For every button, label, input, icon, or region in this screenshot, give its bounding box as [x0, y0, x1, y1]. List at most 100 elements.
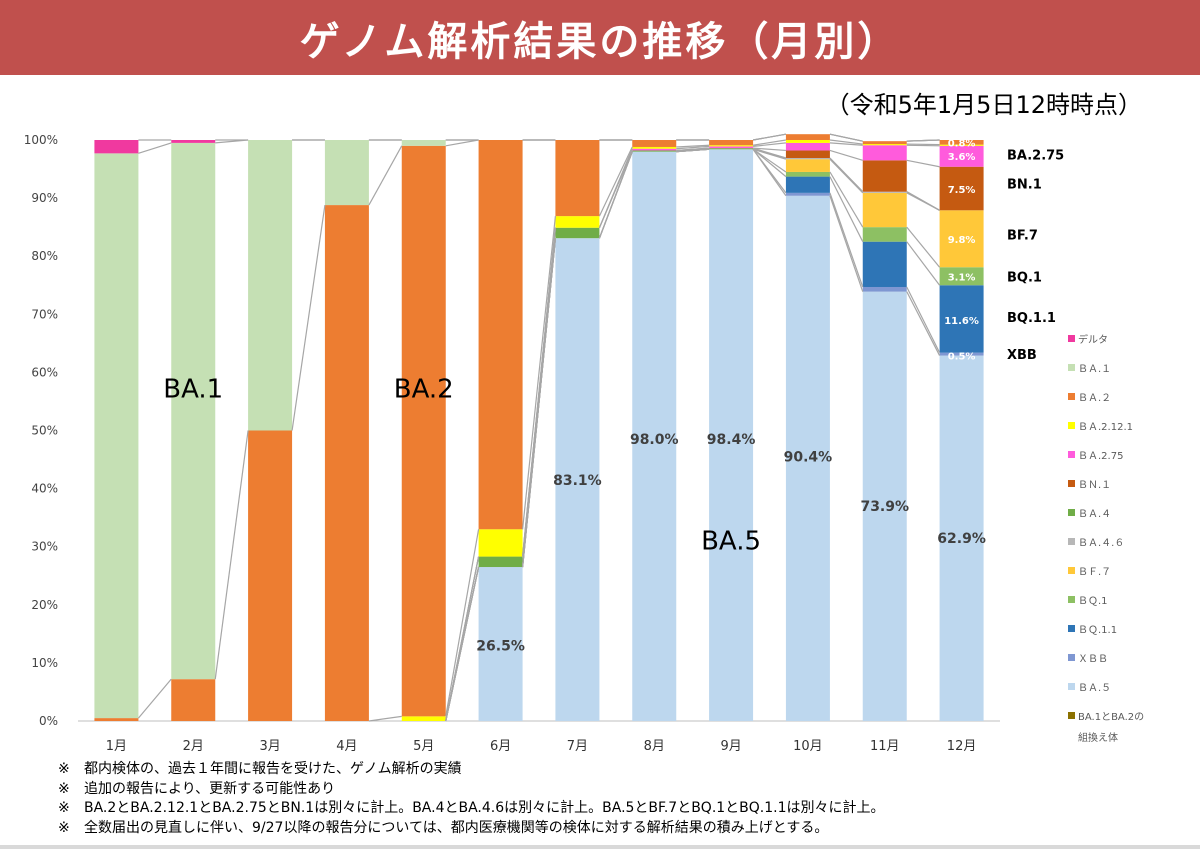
series-connector-line [445, 556, 480, 722]
y-tick-label: 0% [39, 714, 58, 728]
legend-swatch [1068, 683, 1075, 690]
legend-label: ＢＡ.2.12.1 [1078, 422, 1133, 433]
series-connector-line [445, 139, 479, 147]
series-connector-line [676, 147, 710, 152]
bar-segment [555, 140, 600, 217]
series-connector-line [676, 148, 710, 153]
bar-segment [709, 148, 754, 150]
bar-segment [939, 144, 984, 146]
series-connector-line [291, 204, 326, 431]
x-tick-label: 5月 [413, 739, 434, 754]
series-connector-line [906, 159, 940, 168]
x-tick-label: 8月 [644, 739, 665, 754]
legend-swatch [1068, 393, 1075, 400]
series-connector-line [368, 145, 403, 206]
series-connector-line [829, 192, 864, 288]
bar-segment [94, 718, 139, 721]
series-connector-line [829, 133, 863, 142]
bar-segment [785, 195, 830, 721]
variant-label: BA.2.75 [1007, 149, 1064, 164]
series-connector-line [676, 145, 710, 150]
footnote-2: ※ 追加の報告により、更新する可能性あり [58, 780, 336, 797]
variant-label: BQ.1.1 [1007, 311, 1056, 326]
bar-segment [709, 149, 754, 721]
bar-segment [939, 352, 984, 356]
legend-label: ＢＡ.４.６ [1078, 538, 1124, 549]
bar-segment [94, 140, 139, 154]
data-label: 7.5% [948, 185, 976, 196]
variant-label: BF.7 [1007, 229, 1038, 244]
bar-segment [862, 144, 907, 146]
series-connector-line [753, 147, 786, 152]
x-tick-label: 10月 [793, 739, 823, 754]
legend-swatch [1068, 422, 1075, 429]
series-connector-line [906, 139, 940, 142]
y-tick-label: 20% [31, 598, 58, 612]
legend-swatch [1068, 538, 1075, 545]
footnote-3: ※ BA.2とBA.2.12.1とBA.2.75とBN.1は別々に計上。BA.4と… [58, 800, 885, 816]
series-connector-line [138, 142, 172, 154]
legend-swatch [1068, 596, 1075, 603]
series-connector-line [598, 146, 633, 217]
footnotes: ※ 都内検体の、過去１年間に報告を受けた、ゲノム解析の実績 ※ 追加の報告により、更… [58, 760, 885, 838]
bar-segment [939, 267, 984, 286]
legend-label: ＢＡ.１ [1078, 364, 1111, 375]
bar-segment [632, 148, 677, 151]
series-connector-line [829, 176, 864, 242]
x-tick-label: 9月 [720, 739, 741, 754]
series-connector-line [752, 133, 787, 141]
series-connector-line [521, 238, 557, 568]
series-connector-line [829, 142, 863, 146]
legend-label: ＢＱ.1.1 [1078, 625, 1117, 636]
series-connector-line [829, 158, 864, 194]
series-connector-line [906, 226, 941, 268]
bar-segment [709, 140, 754, 146]
legend-swatch [1068, 567, 1075, 574]
page-title: ゲノム解析結果の推移（月別） [299, 18, 901, 65]
y-tick-label: 30% [31, 540, 58, 554]
data-label: 11.6% [944, 316, 979, 327]
bar-segment [401, 145, 446, 717]
legend-swatch [1068, 335, 1075, 342]
legend-label: ＢＱ.1 [1078, 596, 1108, 607]
data-label: 3.1% [948, 272, 976, 283]
series-connector-line [752, 148, 787, 178]
bar-segment [632, 151, 677, 721]
bar-segment [478, 140, 523, 530]
y-tick-label: 80% [31, 249, 58, 263]
footnote-1: ※ 都内検体の、過去１年間に報告を受けた、ゲノム解析の実績 [58, 761, 462, 777]
legend-swatch [1068, 625, 1075, 632]
data-label: 90.4% [784, 450, 833, 466]
bar-segment [785, 159, 830, 172]
series-connector-line [368, 715, 402, 722]
legend-label: BA.1とBA.2の [1078, 711, 1144, 723]
x-tick-label: 11月 [870, 739, 900, 754]
as-of-date: （令和5年1月5日12時時点） [825, 91, 1142, 119]
bar-segment [939, 166, 984, 211]
bar-segment [478, 529, 523, 557]
bar-segment [632, 146, 677, 149]
legend-swatch [1068, 509, 1075, 516]
legend-label: ＢＮ.１ [1078, 480, 1111, 491]
data-label: 62.9% [937, 531, 986, 547]
legend-label: ＢＡ.2.75 [1078, 451, 1123, 462]
series-connector-line [598, 151, 633, 239]
bar-segment [785, 158, 830, 160]
bar-segment [862, 192, 907, 228]
x-tick-label: 3月 [259, 739, 280, 754]
bar-segment [785, 140, 830, 143]
bar-segment [401, 716, 446, 721]
y-tick-label: 70% [31, 307, 58, 321]
bar-segment [785, 171, 830, 177]
series-connector-line [906, 143, 940, 146]
variant-stacked-bar-chart: 0% 10% 20% 30% 40% 50% 60% 70% 80% 90% 100% 1月 2月 3月 4… [24, 133, 1144, 754]
legend-swatch [1068, 480, 1075, 487]
legend-label: デルタ [1078, 333, 1108, 346]
title-banner: ゲノム解析結果の推移（月別） [0, 0, 1200, 75]
y-tick-label: 90% [31, 191, 58, 205]
bar-segment [709, 145, 754, 147]
bar-segment [171, 142, 216, 680]
bar-segment [171, 679, 216, 721]
bar-segment [785, 134, 830, 140]
bar-segment [862, 227, 907, 242]
